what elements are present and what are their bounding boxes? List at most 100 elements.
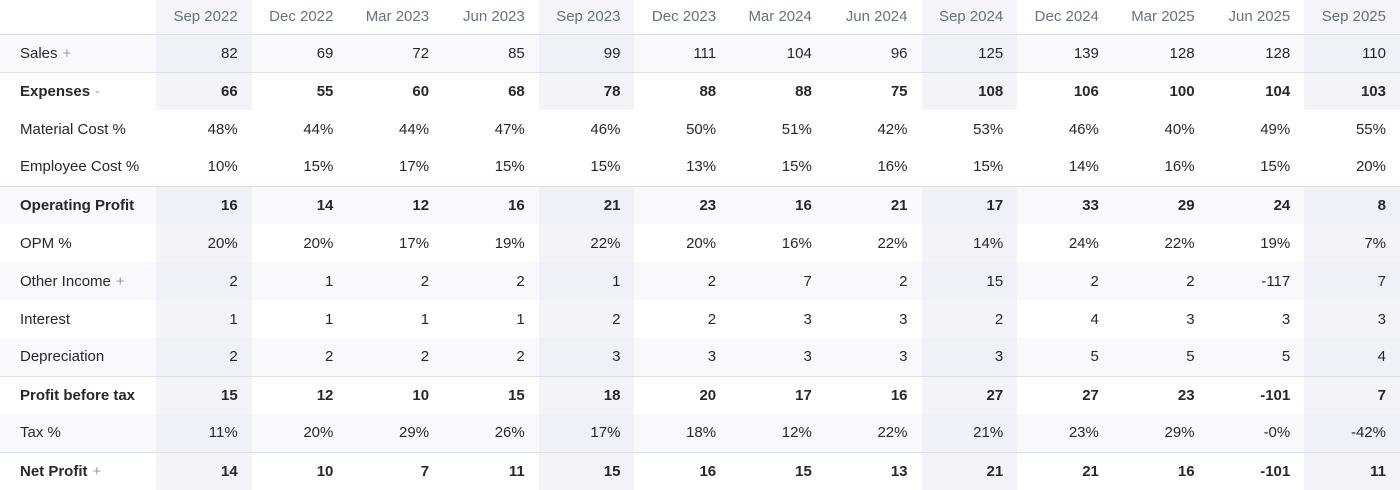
value-cell: 55% — [1355, 120, 1386, 138]
value-cell: 10 — [347, 375, 444, 414]
value-cell: 16 — [156, 185, 252, 224]
value-cell: 5 — [1208, 338, 1305, 376]
value-cell: 15% — [590, 158, 621, 176]
value-cell: 7 — [1304, 262, 1400, 300]
value-cell: 51% — [781, 120, 812, 138]
value-cell: 26% — [443, 414, 539, 452]
row-label-opm: OPM % — [0, 224, 156, 262]
value-cell: 60 — [347, 71, 444, 110]
value-cell: 2 — [1112, 262, 1209, 300]
value-cell: 10 — [251, 451, 348, 490]
row-other-income: Other Income +2 1 2 2 1 2 7 2 15 2 2 -117 7 — [0, 262, 1400, 300]
row-interest: Interest 1 1 1 1 2 2 3 3 2 4 3 3 3 — [0, 300, 1400, 338]
row-label-tax: Tax % — [0, 414, 156, 452]
value-cell: 2 — [251, 338, 348, 376]
value-cell: 7 — [347, 451, 444, 490]
value-cell: -101 — [1208, 375, 1305, 414]
value-cell: -117 — [1208, 262, 1305, 300]
value-cell: 49% — [1260, 120, 1291, 138]
value-cell: 104 — [730, 34, 826, 72]
value-cell: 99 — [538, 34, 635, 72]
value-cell: 82 — [156, 34, 252, 72]
value-cell: 12 — [347, 185, 444, 224]
row-label-text: Profit before tax — [20, 386, 136, 404]
value-cell: 53% — [973, 120, 1004, 138]
value-cell: 14 — [156, 451, 252, 490]
column-header-sep-2024: Sep 2024 — [921, 0, 1018, 35]
row-label-net-profit[interactable]: Net Profit + — [0, 451, 156, 490]
column-header-dec-2024: Dec 2024 — [1017, 0, 1113, 35]
value-cell: 125 — [921, 34, 1018, 72]
row-label-text: Material Cost % — [20, 120, 126, 138]
value-cell: 47% — [494, 120, 525, 138]
value-cell: 2 — [347, 262, 444, 300]
value-cell: 7 — [1304, 375, 1400, 414]
value-cell: 17% — [399, 234, 430, 252]
value-cell: 10% — [207, 158, 238, 176]
value-cell: 1 — [251, 262, 348, 300]
value-cell: 68 — [443, 71, 539, 110]
value-cell: 111 — [634, 34, 731, 72]
row-label-text: Net Profit — [20, 462, 88, 480]
value-cell: 17 — [921, 185, 1018, 224]
row-label-operating-profit: Operating Profit — [0, 185, 156, 224]
row-opm: OPM % 20% 20% 17% 19% 22% 20% 16% 22% 14% 24% 22% 19… — [0, 224, 1400, 262]
value-cell: 44% — [399, 120, 430, 138]
value-cell: 16 — [730, 185, 826, 224]
value-cell: 16% — [1164, 158, 1195, 176]
value-cell: 96 — [825, 34, 922, 72]
value-cell: 3 — [1304, 300, 1400, 338]
value-cell: 46% — [590, 120, 621, 138]
value-cell: 15% — [303, 158, 334, 176]
row-label-interest: Interest — [0, 300, 156, 338]
value-cell: 88 — [730, 71, 826, 110]
row-label-expenses[interactable]: Expenses - — [0, 71, 156, 110]
row-label-text: Tax % — [20, 424, 61, 442]
value-cell: 27 — [1017, 375, 1113, 414]
value-cell: 15 — [538, 451, 635, 490]
value-cell: 16 — [825, 375, 922, 414]
value-cell: 1 — [420, 310, 430, 328]
value-cell: 55 — [251, 71, 348, 110]
expand-icon[interactable]: + — [92, 462, 102, 480]
value-cell: 2 — [634, 262, 731, 300]
value-cell: 20% — [686, 234, 717, 252]
row-label-sales[interactable]: Sales + — [0, 34, 156, 72]
expand-icon[interactable]: + — [62, 44, 72, 62]
row-employee-cost: Employee Cost % 10% 15% 17% 15% 15% 13% 15% 16% 1… — [0, 148, 1400, 186]
value-cell: 15% — [973, 158, 1004, 176]
value-cell: 16 — [634, 451, 731, 490]
value-cell: 1 — [325, 310, 334, 328]
value-cell: 17% — [399, 158, 430, 176]
value-cell: 3 — [803, 310, 812, 328]
row-label-profit-before-tax: Profit before tax — [0, 375, 156, 414]
value-cell: 14% — [1068, 158, 1099, 176]
value-cell: 22% — [538, 224, 635, 262]
value-cell: 17% — [538, 414, 635, 452]
value-cell: 3 — [1281, 310, 1291, 328]
column-header-sep-2025: Sep 2025 — [1304, 0, 1400, 35]
value-cell: 13 — [825, 451, 922, 490]
column-header-mar-2023: Mar 2023 — [347, 0, 444, 35]
header-row: Sep 2022 Dec 2022 Mar 2023 Jun 2023 Sep 2023… — [0, 0, 1400, 35]
row-material-cost: Material Cost % 48% 44% 44% 47% 46% 50% 51% 42% 5… — [0, 110, 1400, 148]
collapse-icon[interactable]: - — [95, 82, 101, 100]
row-label-other-income[interactable]: Other Income + — [0, 262, 156, 300]
value-cell: 88 — [634, 71, 731, 110]
value-cell: 22% — [1164, 234, 1195, 252]
value-cell: 48% — [207, 120, 238, 138]
value-cell: 20% — [156, 224, 252, 262]
value-cell: -42% — [1304, 414, 1400, 452]
value-cell: 66 — [156, 71, 252, 110]
value-cell: 5 — [1017, 338, 1113, 376]
value-cell: 11% — [156, 414, 252, 452]
value-cell: 23 — [634, 185, 731, 224]
row-label-text: Expenses — [20, 82, 91, 100]
value-cell: 2 — [156, 338, 252, 376]
value-cell: 5 — [1112, 338, 1209, 376]
row-label-text: Interest — [20, 310, 71, 328]
value-cell: 7% — [1304, 224, 1400, 262]
expand-icon[interactable]: + — [115, 272, 125, 290]
value-cell: 40% — [1164, 120, 1195, 138]
